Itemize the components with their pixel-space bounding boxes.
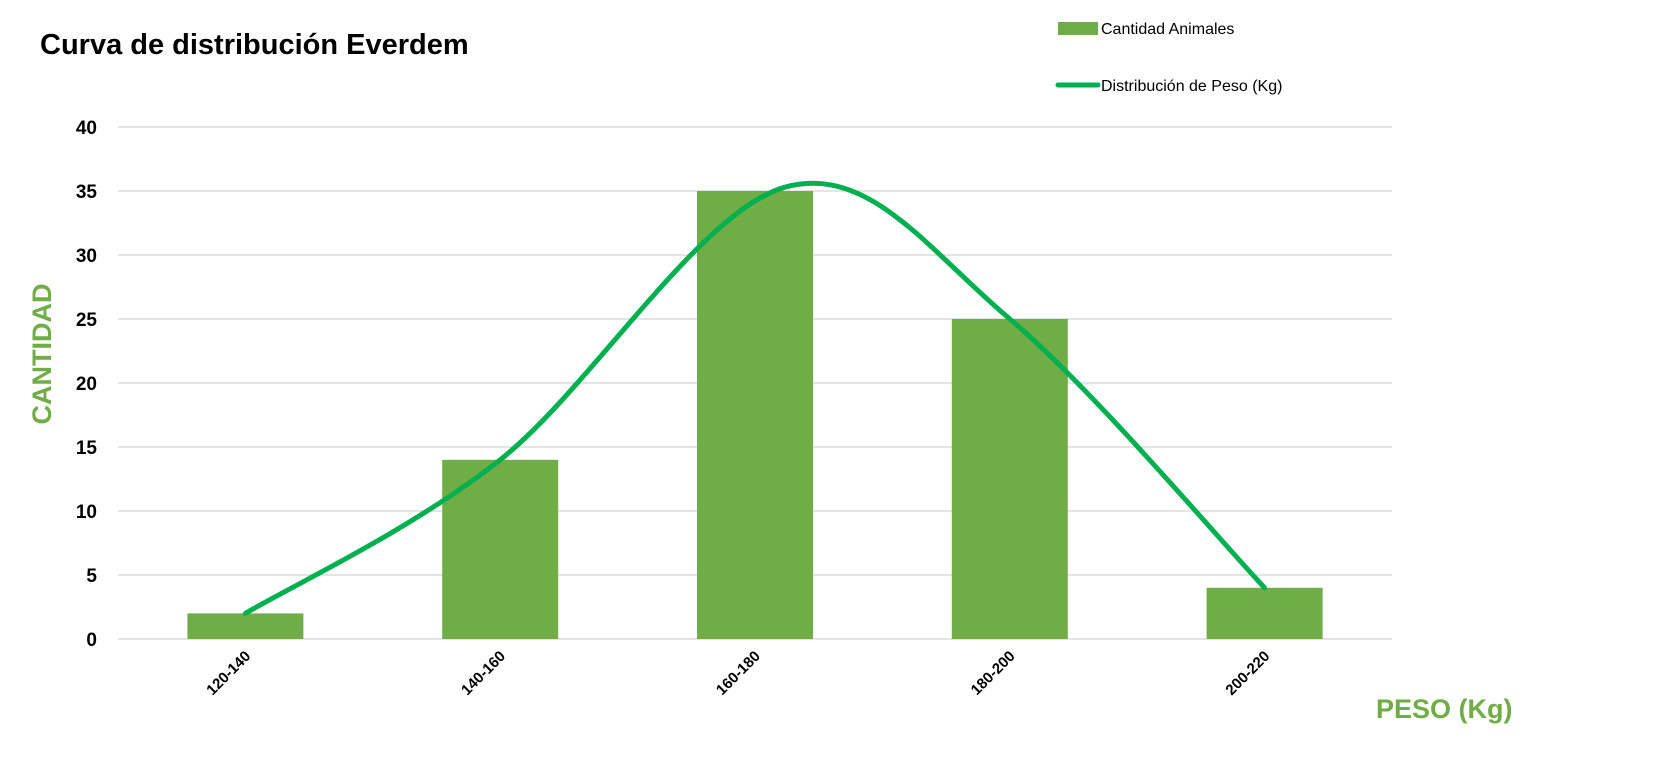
y-tick-label: 30	[76, 246, 97, 267]
distribution-line	[242, 180, 1268, 616]
x-tick-label: 200-220	[1222, 648, 1273, 699]
distribution-line-layer	[242, 180, 1268, 616]
legend-label-line: Distribución de Peso (Kg)	[1101, 78, 1282, 95]
bars	[187, 191, 1323, 639]
y-tick-label: 40	[76, 118, 97, 139]
legend-swatch-bars	[1058, 22, 1098, 35]
bar-120-140	[187, 613, 304, 639]
y-tick-label: 0	[86, 630, 97, 651]
chart-title: Curva de distribución Everdem	[40, 29, 469, 61]
x-tick-label: 140-160	[458, 648, 509, 699]
x-tick-label: 160-180	[713, 648, 764, 699]
y-tick-label: 10	[76, 502, 97, 523]
bar-180-200	[951, 319, 1068, 639]
y-tick-label: 15	[76, 438, 98, 459]
y-tick-label: 20	[76, 374, 97, 395]
y-tick-label: 25	[76, 310, 98, 331]
legend-label-bars: Cantidad Animales	[1101, 21, 1234, 38]
y-tick-label: 5	[86, 566, 97, 587]
legend: Cantidad Animales Distribución de Peso (…	[1055, 21, 1282, 95]
y-axis-title: CANTIDAD	[27, 284, 57, 425]
bar-160-180	[697, 191, 813, 639]
bar-200-220	[1206, 587, 1323, 639]
x-tick-label: 120-140	[203, 648, 254, 699]
y-axis-ticks: 0 5 10 15 20 25 30 35 40	[76, 118, 98, 651]
y-tick-label: 35	[76, 182, 98, 203]
x-tick-label: 180-200	[968, 648, 1019, 699]
x-axis-ticks: 120-140 140-160 160-180 180-200 200-220	[203, 648, 1273, 699]
x-axis-title: PESO (Kg)	[1376, 694, 1513, 724]
